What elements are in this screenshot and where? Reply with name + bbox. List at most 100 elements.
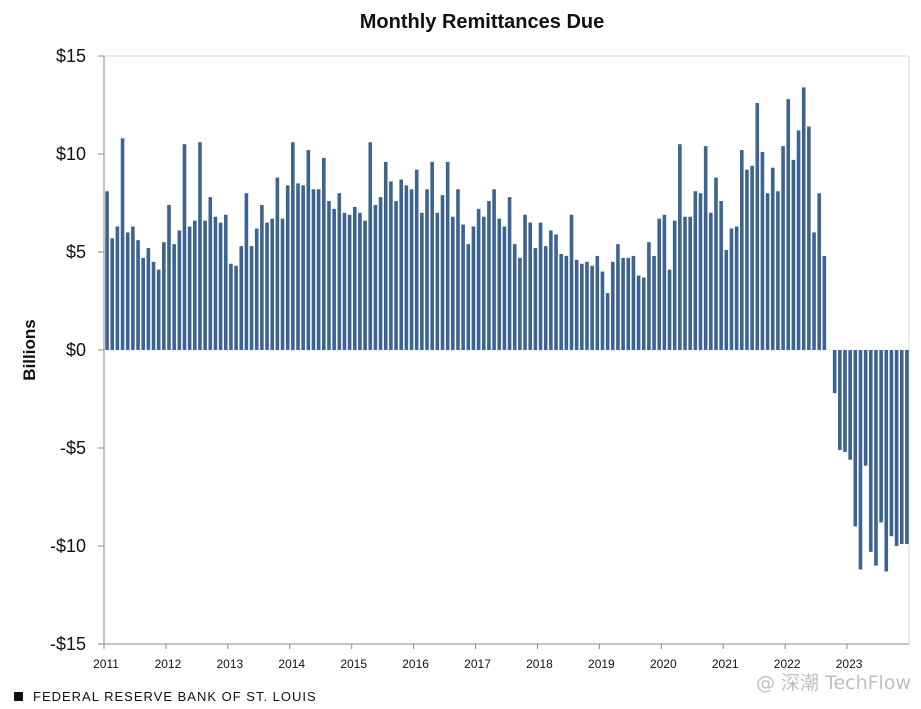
bar [156, 269, 161, 350]
y-tick-label: -$5 [60, 438, 86, 458]
bar [435, 212, 440, 350]
bar [894, 350, 899, 546]
bar [703, 146, 708, 350]
bar [404, 185, 409, 350]
x-tick-label: 2011 [93, 657, 119, 671]
x-tick-label: 2016 [402, 657, 429, 671]
y-axis-label: Billions [20, 319, 39, 380]
bar [378, 197, 383, 350]
bar [905, 350, 909, 545]
bar [311, 189, 316, 350]
bar [786, 99, 791, 351]
bar [414, 169, 419, 350]
y-tick-label: $15 [56, 46, 86, 66]
bar [394, 201, 398, 350]
bar [265, 222, 269, 350]
bar [409, 189, 414, 350]
bar [523, 214, 527, 350]
bar [868, 350, 873, 552]
bar [373, 204, 378, 350]
bar [559, 253, 563, 350]
x-tick-label: 2021 [712, 657, 739, 671]
bar [254, 228, 259, 350]
bar [337, 193, 342, 350]
bar [807, 126, 811, 350]
bar [734, 226, 739, 350]
bar [714, 177, 718, 350]
bar [234, 265, 238, 350]
bar [187, 226, 192, 350]
bar [461, 224, 465, 350]
bar [203, 220, 207, 350]
watermark: @ 深潮 TechFlow [756, 672, 911, 694]
bar [580, 263, 584, 350]
bar [445, 161, 450, 350]
bar [595, 255, 600, 350]
bar [218, 222, 223, 350]
bar [291, 142, 295, 350]
footer: FEDERAL RESERVE BANK OF ST. LOUIS @ 深潮 T… [14, 672, 911, 704]
bar [719, 201, 723, 350]
bar [497, 218, 502, 350]
bar [193, 220, 197, 350]
bar [476, 208, 481, 350]
bar [125, 232, 130, 350]
bar [693, 191, 698, 350]
bar [528, 222, 533, 350]
bar [678, 144, 682, 350]
x-tick-label: 2018 [526, 657, 553, 671]
bar [425, 189, 429, 350]
bar [709, 212, 713, 350]
bar [745, 169, 749, 350]
y-axis-ticks: $15 $10 $5 $0 -$5 -$10 -$15 [50, 46, 104, 654]
bar [899, 350, 904, 545]
bar [822, 255, 827, 350]
bar [275, 177, 280, 350]
bar [755, 103, 760, 350]
bar [213, 216, 218, 350]
bar [874, 350, 878, 566]
bar [440, 195, 445, 350]
bar [249, 246, 254, 350]
source-label: FEDERAL RESERVE BANK OF ST. LOUIS [33, 689, 317, 704]
x-tick-label: 2015 [340, 657, 367, 671]
bar [729, 228, 734, 350]
bar [533, 248, 538, 350]
bar [569, 214, 574, 350]
y-tick-label: -$15 [50, 634, 86, 654]
x-tick-label: 2020 [650, 657, 677, 671]
bar [399, 179, 404, 350]
bar [358, 212, 362, 350]
bar [244, 193, 249, 350]
bar [652, 255, 656, 350]
bar [332, 208, 336, 350]
bar [636, 275, 641, 350]
bar [327, 201, 331, 350]
bar [471, 226, 476, 350]
bar [182, 144, 187, 350]
bar [420, 212, 424, 350]
bar [115, 226, 120, 350]
bar [812, 232, 816, 350]
bar [600, 271, 605, 350]
bar [626, 257, 631, 350]
bar [151, 261, 156, 350]
bar [131, 226, 135, 350]
bar-series [105, 87, 909, 572]
bar [239, 246, 244, 350]
bar [863, 350, 868, 466]
bar [817, 193, 821, 350]
bar [301, 185, 305, 350]
bar [838, 350, 842, 450]
bar [605, 293, 610, 350]
bar [796, 130, 801, 350]
bar [616, 244, 620, 350]
x-tick-label: 2023 [836, 657, 863, 671]
x-tick-label: 2014 [278, 657, 305, 671]
bar [781, 146, 785, 350]
bar [316, 189, 321, 350]
x-tick-label: 2019 [588, 657, 615, 671]
bar [724, 250, 729, 350]
bar [167, 204, 171, 350]
